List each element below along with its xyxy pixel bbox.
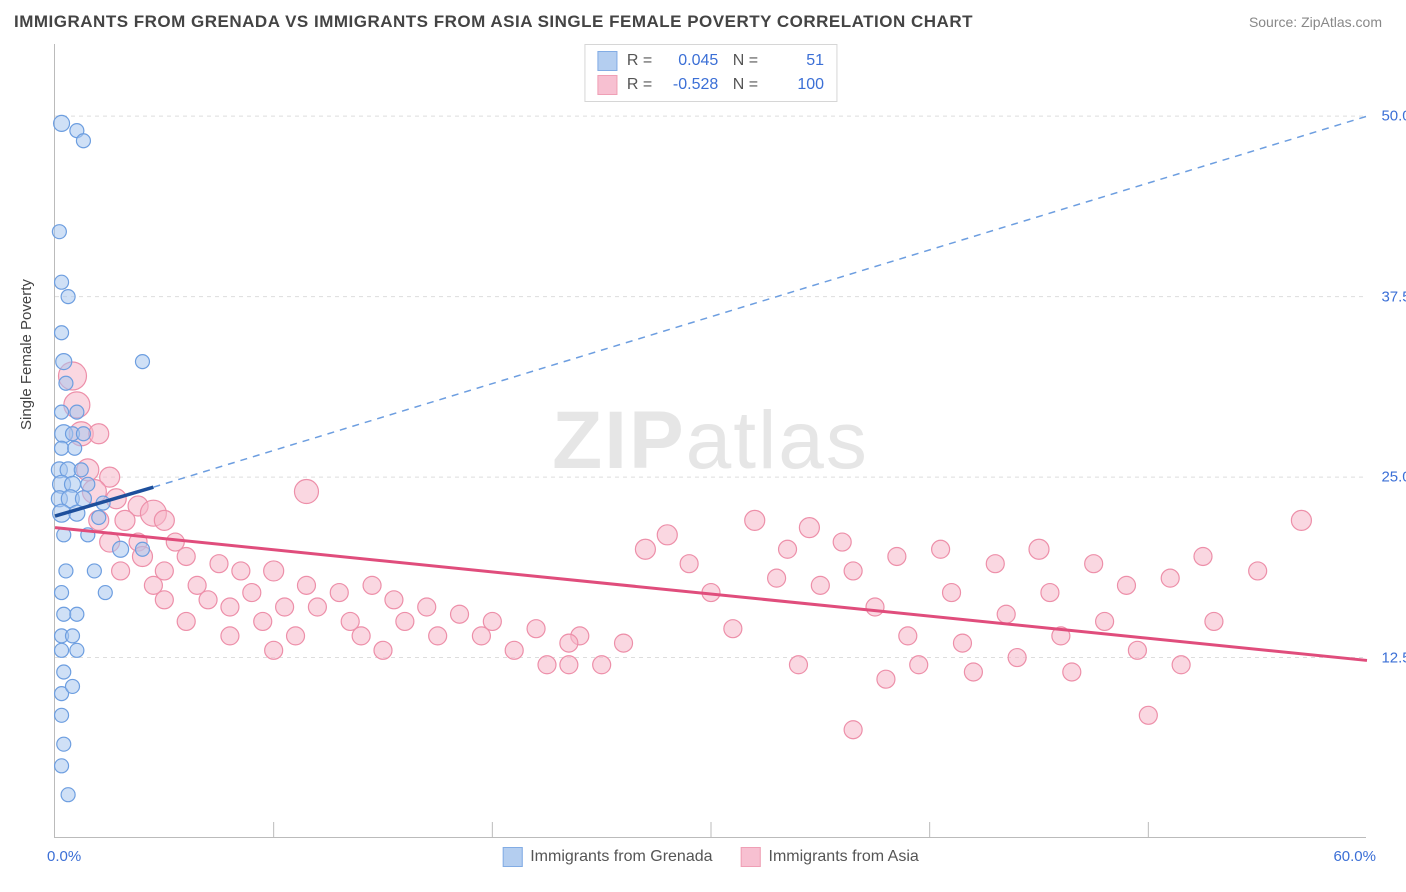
stat-n-label: N =	[728, 49, 758, 73]
plot-area: ZIPatlas R = 0.045 N = 51 R = -0.528 N =…	[54, 44, 1366, 838]
ytick-label: 12.5%	[1381, 649, 1406, 666]
legend-swatch-asia	[741, 847, 761, 867]
stat-r-label: R =	[627, 73, 652, 97]
xtick-max: 60.0%	[1333, 848, 1376, 865]
chart-svg	[55, 44, 1366, 837]
y-axis-label: Single Female Poverty	[18, 279, 35, 430]
legend-swatch-grenada	[502, 847, 522, 867]
stat-r-asia: -0.528	[662, 73, 718, 97]
stat-n-label: N =	[728, 73, 758, 97]
stat-r-label: R =	[627, 49, 652, 73]
ytick-label: 50.0%	[1381, 108, 1406, 125]
ytick-label: 37.5%	[1381, 288, 1406, 305]
xtick-min: 0.0%	[47, 848, 81, 865]
correlation-stats-box: R = 0.045 N = 51 R = -0.528 N = 100	[584, 44, 837, 102]
legend-item-asia: Immigrants from Asia	[741, 847, 919, 867]
stats-row-asia: R = -0.528 N = 100	[597, 73, 824, 97]
legend: Immigrants from Grenada Immigrants from …	[502, 847, 919, 867]
stat-n-asia: 100	[768, 73, 824, 97]
stat-n-grenada: 51	[768, 49, 824, 73]
ytick-label: 25.0%	[1381, 469, 1406, 486]
source-attribution: Source: ZipAtlas.com	[1249, 14, 1382, 30]
swatch-grenada	[597, 51, 617, 71]
legend-item-grenada: Immigrants from Grenada	[502, 847, 712, 867]
chart-title: IMMIGRANTS FROM GRENADA VS IMMIGRANTS FR…	[14, 12, 973, 32]
stats-row-grenada: R = 0.045 N = 51	[597, 49, 824, 73]
swatch-asia	[597, 75, 617, 95]
stat-r-grenada: 0.045	[662, 49, 718, 73]
legend-label-grenada: Immigrants from Grenada	[530, 848, 712, 866]
legend-label-asia: Immigrants from Asia	[769, 848, 919, 866]
